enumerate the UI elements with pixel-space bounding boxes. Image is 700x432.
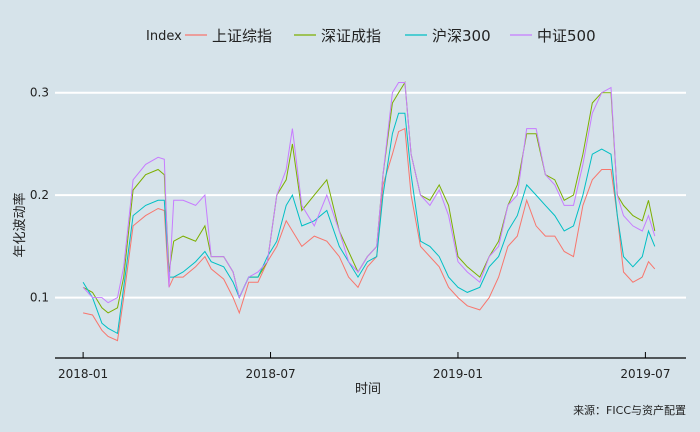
series-line-2	[82, 112, 656, 335]
x-tick-label: 2019-07	[620, 367, 670, 381]
legend-label-0: 上证综指	[212, 27, 272, 45]
y-tick-label: 0.1	[30, 291, 49, 305]
legend-label-1: 深证成指	[321, 27, 381, 45]
axes: 0.1 0.2 0.3 2018-01 2018-07 2019-01 2019-07	[30, 86, 686, 381]
legend-title: Index	[146, 29, 182, 44]
legend-label-3: 中证500	[537, 27, 596, 45]
y-tick-label: 0.2	[30, 188, 49, 202]
x-tick-label: 2018-01	[58, 367, 108, 381]
y-tick-label: 0.3	[30, 86, 49, 100]
legend-label-2: 沪深300	[432, 27, 491, 45]
series-line-3	[82, 82, 656, 304]
legend: Index 上证综指 深证成指 沪深300 中证500	[146, 27, 596, 45]
series-line-0	[82, 127, 656, 342]
x-tick-label: 2019-01	[433, 367, 483, 381]
series-lines	[82, 80, 656, 342]
x-tick-label: 2018-07	[245, 367, 295, 381]
gridlines	[55, 91, 686, 299]
x-axis-title: 时间	[355, 382, 381, 397]
source-caption: 来源：FICC与资产配置	[573, 403, 686, 417]
y-axis-title: 年化波动率	[12, 192, 28, 257]
